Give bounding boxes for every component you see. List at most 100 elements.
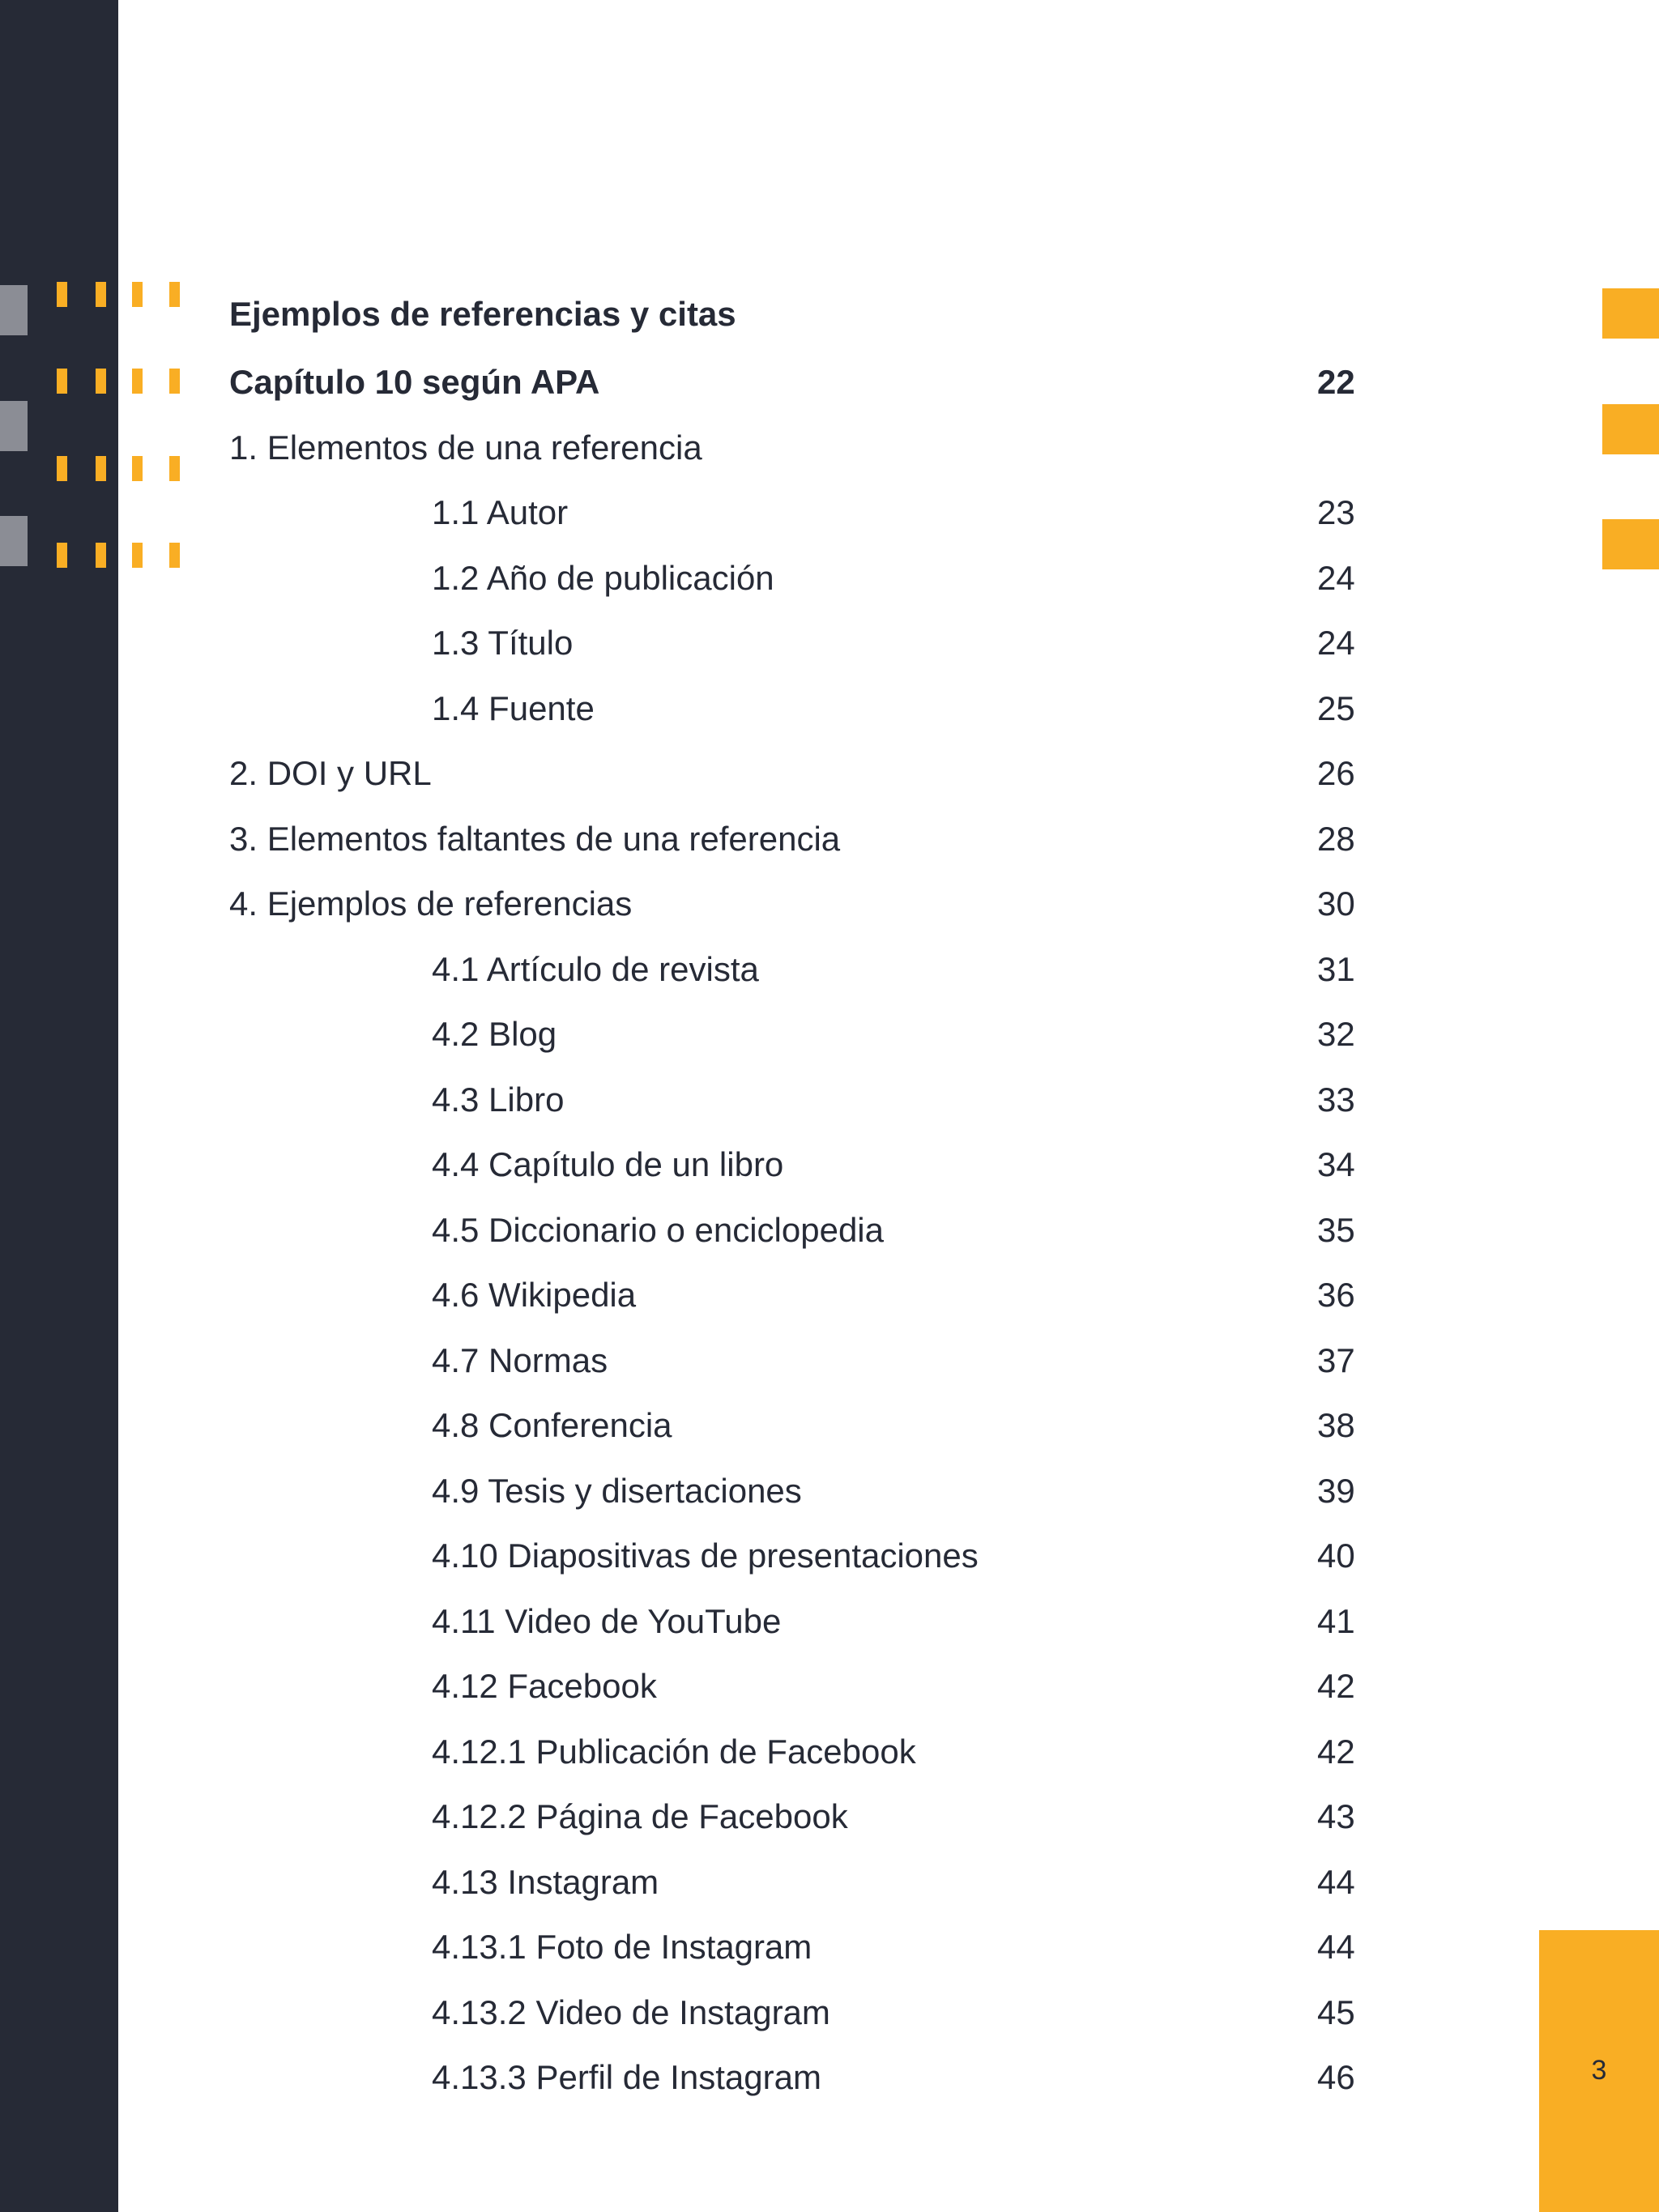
toc-entry-label: 1.1 Autor xyxy=(432,493,569,531)
toc-entry[interactable]: 4.7 Normas 37 xyxy=(0,1332,1377,1389)
toc-entry[interactable]: 4.13.1 Foto de Instagram 44 xyxy=(0,1919,1377,1975)
decor-dash xyxy=(132,456,143,481)
toc-entry[interactable]: 1.4 Fuente 25 xyxy=(0,680,1377,737)
toc-entry-label: 4.10 Diapositivas de presentaciones xyxy=(432,1536,979,1575)
toc-entry-page: 44 xyxy=(1317,1863,1355,1901)
decor-gray-square xyxy=(0,516,28,566)
decor-gray-square xyxy=(0,401,28,451)
toc-entry-label: 4.11 Video de YouTube xyxy=(432,1602,782,1640)
toc-entry-label: 4.5 Diccionario o enciclopedia xyxy=(432,1211,884,1249)
toc-entry[interactable]: 4.13.3 Perfil de Instagram 46 xyxy=(0,2049,1377,2106)
decor-dash xyxy=(96,282,106,307)
toc-title: Ejemplos de referencias y citas xyxy=(0,286,1377,343)
toc-entry-label: 2. DOI y URL xyxy=(229,754,432,792)
toc-entry[interactable]: 4.3 Libro 33 xyxy=(0,1072,1377,1128)
toc-entry[interactable]: 1.1 Autor 23 xyxy=(0,484,1377,541)
toc-entry-label: 4.9 Tesis y disertaciones xyxy=(432,1472,802,1510)
toc-entry[interactable]: 1. Elementos de una referencia xyxy=(0,420,1377,476)
toc-entry-page: 38 xyxy=(1317,1406,1355,1444)
toc-entry-page: 41 xyxy=(1317,1602,1355,1640)
toc-entry-page: 42 xyxy=(1317,1733,1355,1771)
toc-entry-page: 36 xyxy=(1317,1276,1355,1314)
decor-dash xyxy=(96,456,106,481)
toc-entry-page: 26 xyxy=(1317,754,1355,792)
toc-entry-label: 4.6 Wikipedia xyxy=(432,1276,637,1314)
toc-entry-label: 4.12 Facebook xyxy=(432,1667,657,1705)
toc-entry-page: 33 xyxy=(1317,1080,1355,1119)
toc-entry-label: 4. Ejemplos de referencias xyxy=(229,884,633,923)
decor-dash xyxy=(132,282,143,307)
toc-entry-page: 23 xyxy=(1317,493,1355,531)
decor-dash xyxy=(96,543,106,568)
decor-dash xyxy=(132,369,143,394)
toc-entry-label: 4.13.3 Perfil de Instagram xyxy=(432,2058,821,2096)
toc-entry[interactable]: 4.8 Conferencia 38 xyxy=(0,1397,1377,1454)
toc-entry-page: 40 xyxy=(1317,1536,1355,1575)
decor-dash xyxy=(57,543,67,568)
decor-dash xyxy=(57,282,67,307)
toc-entry-label: 4.12.2 Página de Facebook xyxy=(432,1797,848,1835)
toc-entry-page: 35 xyxy=(1317,1211,1355,1249)
toc-entry-label: 1.3 Título xyxy=(432,624,574,662)
toc-entry-label: 4.3 Libro xyxy=(432,1080,565,1119)
decor-dash xyxy=(169,369,180,394)
toc-entry-page: 30 xyxy=(1317,884,1355,923)
toc-entry-page: 32 xyxy=(1317,1015,1355,1053)
toc-entry[interactable]: 4.1 Artículo de revista 31 xyxy=(0,941,1377,998)
toc-entry[interactable]: 4.12 Facebook 42 xyxy=(0,1658,1377,1715)
toc-entry-label: Capítulo 10 según APA xyxy=(229,363,600,401)
toc-entry-label: 4.13.2 Video de Instagram xyxy=(432,1993,830,2031)
toc-entry[interactable]: 4.13 Instagram 44 xyxy=(0,1854,1377,1911)
toc-entry[interactable]: 4.9 Tesis y disertaciones 39 xyxy=(0,1463,1377,1519)
decor-dash xyxy=(169,456,180,481)
toc-entry-page: 28 xyxy=(1317,820,1355,858)
toc-title-label: Ejemplos de referencias y citas xyxy=(229,295,736,333)
toc-entry-page: 31 xyxy=(1317,950,1355,988)
toc-entry[interactable]: 4. Ejemplos de referencias 30 xyxy=(0,876,1377,932)
toc-entry[interactable]: 4.4 Capítulo de un libro 34 xyxy=(0,1136,1377,1193)
decor-right-tab xyxy=(1602,519,1659,569)
toc-entry[interactable]: 4.6 Wikipedia 36 xyxy=(0,1267,1377,1323)
toc-entry-label: 1. Elementos de una referencia xyxy=(229,428,702,467)
toc-entry[interactable]: 4.12.2 Página de Facebook 43 xyxy=(0,1788,1377,1845)
toc-entry-page: 44 xyxy=(1317,1928,1355,1966)
toc-entry[interactable]: 1.3 Título 24 xyxy=(0,615,1377,671)
toc-entry-label: 4.13.1 Foto de Instagram xyxy=(432,1928,812,1966)
toc-entry-page: 43 xyxy=(1317,1797,1355,1835)
toc-entry[interactable]: 4.10 Diapositivas de presentaciones 40 xyxy=(0,1528,1377,1584)
toc-entry[interactable]: 4.12.1 Publicación de Facebook 42 xyxy=(0,1724,1377,1780)
toc-entry-label: 3. Elementos faltantes de una referencia xyxy=(229,820,841,858)
page-number: 3 xyxy=(1591,2055,1607,2086)
toc-entry[interactable]: 4.11 Video de YouTube 41 xyxy=(0,1593,1377,1650)
decor-dash xyxy=(96,369,106,394)
toc-entry-page: 34 xyxy=(1317,1145,1355,1183)
toc-entry[interactable]: Capítulo 10 según APA 22 xyxy=(0,354,1377,411)
toc-entry-page: 46 xyxy=(1317,2058,1355,2096)
toc-entry-page: 37 xyxy=(1317,1341,1355,1379)
toc-entry-page: 25 xyxy=(1317,689,1355,727)
decor-dash xyxy=(57,369,67,394)
toc-entry-label: 4.12.1 Publicación de Facebook xyxy=(432,1733,916,1771)
toc-entry-page: 24 xyxy=(1317,624,1355,662)
toc-entry-label: 4.13 Instagram xyxy=(432,1863,659,1901)
decor-dash xyxy=(169,282,180,307)
toc-entry[interactable]: 2. DOI y URL 26 xyxy=(0,745,1377,802)
toc-entry-page: 22 xyxy=(1317,363,1355,401)
toc-entry-label: 4.8 Conferencia xyxy=(432,1406,672,1444)
toc-entry-page: 39 xyxy=(1317,1472,1355,1510)
toc-entry-page: 24 xyxy=(1317,559,1355,597)
toc-entry[interactable]: 4.2 Blog 32 xyxy=(0,1006,1377,1063)
toc-entry-label: 1.4 Fuente xyxy=(432,689,595,727)
toc-entry-label: 4.7 Normas xyxy=(432,1341,608,1379)
toc-entry-page: 45 xyxy=(1317,1993,1355,2031)
toc-entry-page: 42 xyxy=(1317,1667,1355,1705)
toc-entry-label: 4.2 Blog xyxy=(432,1015,557,1053)
toc-entry[interactable]: 4.13.2 Video de Instagram 45 xyxy=(0,1984,1377,2041)
toc-entry[interactable]: 3. Elementos faltantes de una referencia… xyxy=(0,811,1377,867)
decor-gray-square xyxy=(0,285,28,335)
toc-entry[interactable]: 1.2 Año de publicación 24 xyxy=(0,550,1377,607)
toc-entry[interactable]: 4.5 Diccionario o enciclopedia 35 xyxy=(0,1202,1377,1259)
page-number-block xyxy=(1539,1930,1659,2212)
decor-dash xyxy=(169,543,180,568)
toc-entry-label: 4.4 Capítulo de un libro xyxy=(432,1145,784,1183)
